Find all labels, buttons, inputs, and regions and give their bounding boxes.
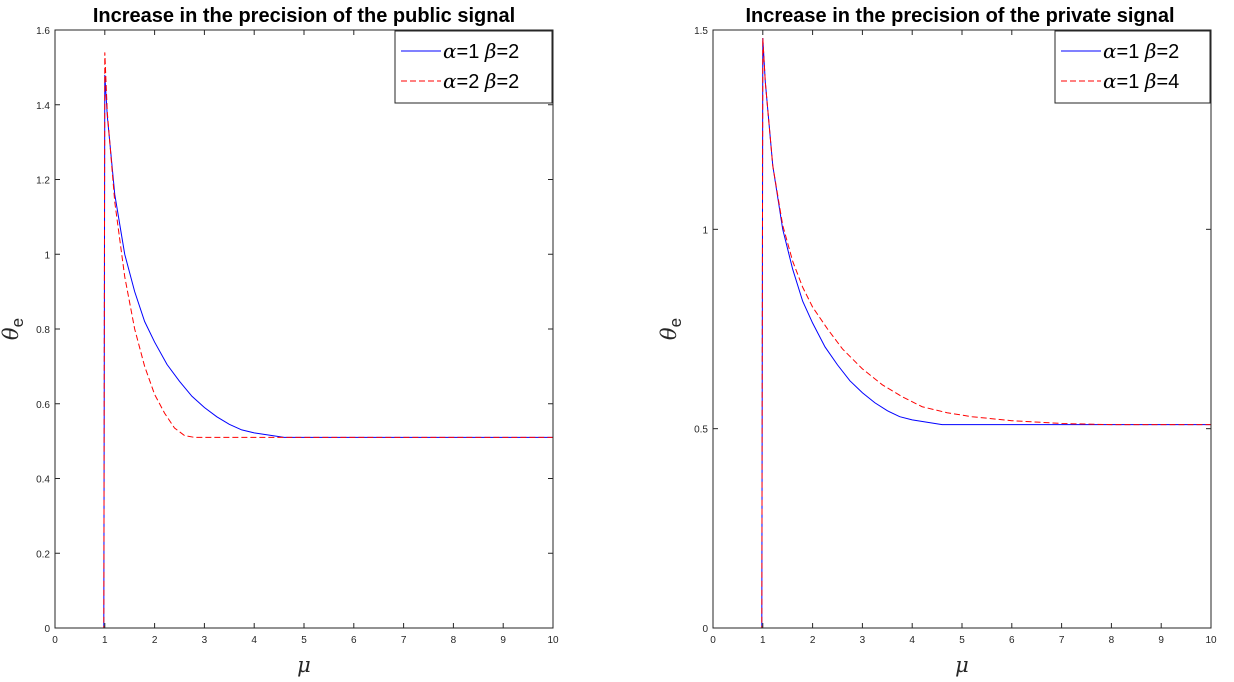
legend-beta-symbol: β — [1144, 69, 1157, 93]
legend-beta-value: =2 — [1156, 41, 1179, 63]
legend: α=1 β=2α=2 β=2 — [394, 30, 553, 104]
legend-beta-symbol: β — [1144, 39, 1157, 63]
x-tick-label: 3 — [202, 635, 208, 646]
y-axis-symbol: θ — [0, 327, 23, 340]
series-line-1 — [55, 74, 553, 629]
legend-beta-value: =2 — [496, 71, 519, 93]
series-line-1 — [713, 37, 1211, 629]
y-tick-label: 0.2 — [36, 549, 50, 560]
y-tick-label: 1.6 — [36, 26, 50, 37]
y-tick-label: 0.8 — [36, 325, 50, 336]
legend-entry-1: α=1 β=2 — [1103, 39, 1179, 63]
chart-title: Increase in the precision of the private… — [745, 5, 1174, 27]
x-tick-label: 6 — [351, 635, 357, 646]
plot-frame — [54, 29, 554, 629]
x-tick-label: 9 — [1158, 635, 1164, 646]
x-tick-label: 0 — [52, 635, 58, 646]
x-axis-label: μ — [297, 653, 311, 677]
y-tick-label: 0 — [44, 624, 50, 635]
x-tick-label: 6 — [1009, 635, 1015, 646]
legend-beta-symbol: β — [484, 69, 497, 93]
legend-beta-symbol: β — [484, 39, 497, 63]
y-tick-label: 0.4 — [36, 475, 50, 486]
y-tick-label: 1 — [702, 225, 708, 236]
legend-alpha-value: =1 — [1117, 71, 1140, 93]
x-tick-label: 5 — [301, 635, 307, 646]
x-tick-label: 3 — [860, 635, 866, 646]
legend-alpha-symbol: α — [443, 69, 457, 93]
x-tick-label: 8 — [1109, 635, 1115, 646]
x-tick-label: 1 — [102, 635, 108, 646]
legend-alpha-value: =1 — [457, 41, 480, 63]
y-tick-label: 1.2 — [36, 176, 50, 187]
x-tick-label: 2 — [810, 635, 816, 646]
x-tick-label: 8 — [451, 635, 457, 646]
y-tick-label: 0 — [702, 624, 708, 635]
series-line-2 — [55, 52, 553, 629]
x-tick-label: 5 — [959, 635, 965, 646]
legend-box — [1054, 30, 1211, 104]
x-tick-label: 7 — [401, 635, 407, 646]
legend-beta-value: =4 — [1156, 71, 1179, 93]
x-tick-label: 4 — [909, 635, 915, 646]
legend-alpha-value: =1 — [1117, 41, 1140, 63]
y-tick-label: 1 — [44, 250, 50, 261]
series-line-2 — [713, 37, 1211, 629]
legend-alpha-symbol: α — [443, 39, 457, 63]
x-tick-label: 1 — [760, 635, 766, 646]
chart-1: Increase in the precision of the public … — [0, 5, 559, 677]
y-tick-label: 0.6 — [36, 400, 50, 411]
x-tick-label: 0 — [710, 635, 716, 646]
y-axis-label: θe — [657, 318, 685, 340]
x-tick-label: 9 — [500, 635, 506, 646]
x-tick-label: 4 — [251, 635, 257, 646]
legend-box — [394, 30, 553, 104]
x-tick-label: 10 — [1205, 635, 1217, 646]
y-axis-subscript: e — [666, 318, 685, 327]
legend-entry-2: α=2 β=2 — [443, 69, 519, 93]
x-tick-label: 2 — [152, 635, 158, 646]
x-tick-label: 10 — [547, 635, 559, 646]
y-axis-label: θe — [0, 318, 27, 340]
legend-alpha-symbol: α — [1103, 39, 1117, 63]
x-tick-label: 7 — [1059, 635, 1065, 646]
y-tick-label: 1.4 — [36, 101, 50, 112]
plot-frame — [712, 29, 1212, 629]
y-tick-label: 0.5 — [694, 425, 708, 436]
chart-title: Increase in the precision of the public … — [93, 5, 515, 27]
y-tick-label: 1.5 — [694, 26, 708, 37]
legend: α=1 β=2α=1 β=4 — [1054, 30, 1211, 104]
legend-beta-value: =2 — [496, 41, 519, 63]
legend-entry-2: α=1 β=4 — [1103, 69, 1179, 93]
y-axis-symbol: θ — [657, 327, 681, 340]
legend-entry-1: α=1 β=2 — [443, 39, 519, 63]
legend-alpha-value: =2 — [457, 71, 480, 93]
y-axis-subscript: e — [8, 318, 27, 327]
x-axis-label: μ — [955, 653, 969, 677]
legend-alpha-symbol: α — [1103, 69, 1117, 93]
chart-2: Increase in the precision of the private… — [657, 5, 1217, 677]
